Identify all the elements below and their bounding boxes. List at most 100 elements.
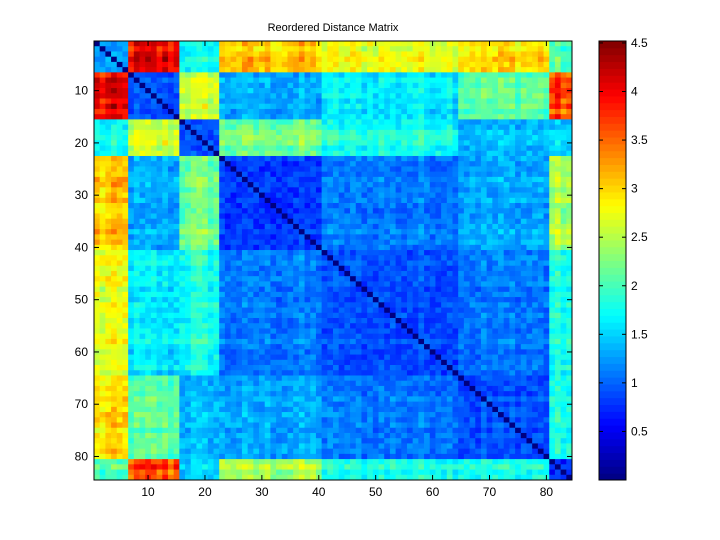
heatmap-cell [156,260,163,267]
heatmap-cell [207,338,214,345]
heatmap-cell [281,82,288,89]
heatmap-cell [259,213,266,220]
heatmap-cell [298,108,305,115]
heatmap-cell [213,103,220,110]
heatmap-cell [441,150,448,157]
heatmap-cell [327,281,334,288]
heatmap-cell [498,176,505,183]
heatmap-cell [116,218,123,225]
heatmap-cell [372,145,379,152]
heatmap-cell [503,197,510,204]
heatmap-cell [503,140,510,146]
heatmap-cell [526,307,533,314]
heatmap-cell [173,135,180,141]
heatmap-cell [230,155,237,162]
heatmap-cell [498,129,505,136]
heatmap-cell [338,155,345,162]
heatmap-cell [196,302,203,308]
heatmap-cell [196,286,203,293]
heatmap-cell [480,46,488,52]
heatmap-cell [253,244,260,251]
heatmap-cell [480,103,488,110]
heatmap-cell [133,218,140,225]
heatmap-cell [190,41,197,47]
heatmap-cell [310,82,317,89]
heatmap-cell [475,171,482,178]
heatmap-cell [241,297,249,303]
heatmap-cell [458,344,465,350]
heatmap-cell [213,297,220,303]
heatmap-cell [372,72,379,78]
heatmap-cell [435,82,442,89]
heatmap-cell [537,297,544,303]
heatmap-cell [355,93,362,99]
heatmap-cell [259,344,266,350]
heatmap-cell [384,265,391,272]
heatmap-cell [384,67,391,73]
heatmap-cell [105,218,112,225]
heatmap-cell [560,239,567,246]
heatmap-cell [350,187,357,193]
heatmap-cell [549,203,556,209]
heatmap-cell [139,46,146,52]
heatmap-cell [224,46,231,52]
heatmap-cell [395,255,402,261]
heatmap-cell [532,338,539,345]
heatmap-cell [475,312,482,319]
heatmap-cell [333,328,340,335]
heatmap-cell [253,166,260,173]
heatmap-cell [253,333,260,340]
heatmap-cell [327,260,334,267]
heatmap-cell [116,119,123,126]
heatmap-cell [150,135,157,141]
heatmap-cell [196,344,203,350]
heatmap-cell [259,98,266,105]
heatmap-cell [105,182,112,188]
heatmap-cell [537,93,544,99]
heatmap-cell [327,129,334,136]
heatmap-cell [213,323,220,329]
heatmap-cell [480,281,488,288]
heatmap-cell [259,203,266,209]
heatmap-cell [441,129,448,136]
heatmap-cell [372,265,379,272]
heatmap-cell [202,297,209,303]
heatmap-cell [418,56,425,63]
heatmap-cell [367,171,374,178]
heatmap-cell [276,317,283,324]
heatmap-cell [150,338,157,345]
heatmap-cell [321,286,328,293]
heatmap-cell [310,124,317,131]
heatmap-cell [315,317,323,324]
heatmap-cell [202,129,209,136]
heatmap-cell [372,135,379,141]
heatmap-cell [395,166,402,173]
heatmap-cell [133,317,140,324]
heatmap-cell [133,150,140,157]
heatmap-cell [230,51,237,58]
heatmap-cell [435,338,442,345]
heatmap-cell [378,302,385,308]
heatmap-cell [429,82,436,89]
heatmap-cell [213,244,220,251]
heatmap-cell [543,56,550,63]
heatmap-cell [281,208,288,214]
heatmap-cell [150,213,157,220]
heatmap-cell [276,234,283,240]
heatmap-cell [173,82,180,89]
heatmap-cell [503,192,510,199]
heatmap-cell [526,317,533,324]
heatmap-cell [418,344,425,350]
heatmap-cell [264,223,271,230]
heatmap-cell [549,234,556,240]
heatmap-cell [406,119,414,126]
heatmap-cell [475,197,482,204]
heatmap-cell [503,302,510,308]
heatmap-cell [133,51,140,58]
heatmap-cell [458,119,465,126]
heatmap-cell [270,333,277,340]
heatmap-cell [145,349,152,355]
heatmap-cell [463,176,470,183]
heatmap-cell [293,150,300,157]
heatmap-cell [395,61,402,68]
